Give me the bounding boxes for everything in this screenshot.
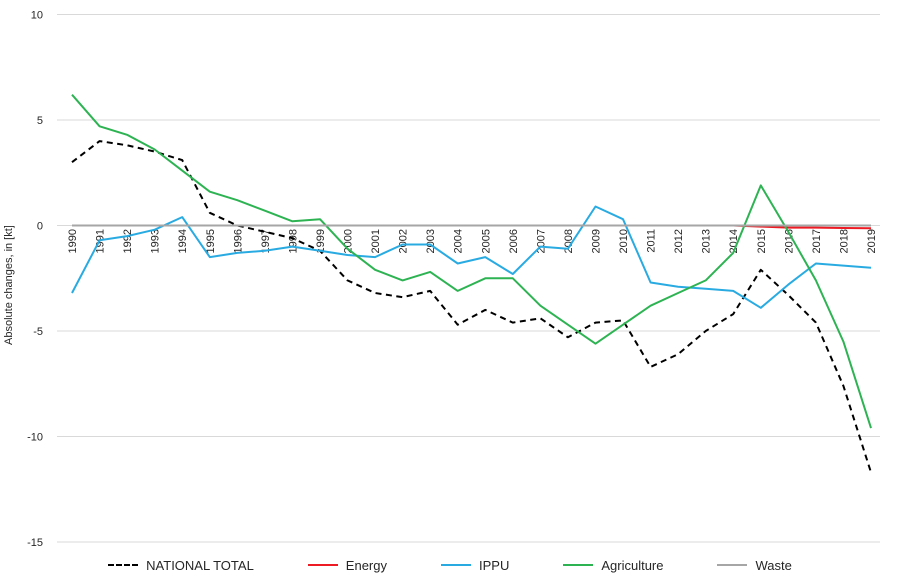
y-tick-label-10: 10: [31, 10, 43, 22]
x-tick-label-1995: 1995: [205, 229, 217, 253]
x-tick-label-2014: 2014: [728, 229, 740, 253]
x-tick-label-1992: 1992: [122, 229, 134, 253]
x-tick-label-2017: 2017: [811, 229, 823, 253]
x-tick-label-2005: 2005: [480, 229, 492, 253]
series-line-ippu: [71, 205, 872, 309]
x-tick-label-2002: 2002: [398, 229, 410, 253]
y-tick-label--15: -15: [27, 537, 43, 549]
x-tick-label-1996: 1996: [232, 229, 244, 253]
legend-swatch-agriculture: [563, 564, 594, 566]
legend-item-agriculture: Agriculture: [563, 558, 663, 573]
legend-item-national-total: NATIONAL TOTAL: [108, 558, 254, 573]
x-tick-label-1997: 1997: [260, 229, 272, 253]
series-line-national-total: [71, 140, 872, 473]
x-tick-label-2015: 2015: [756, 229, 768, 253]
legend-swatch-national-total: [108, 564, 139, 566]
x-tick-label-2008: 2008: [563, 229, 575, 253]
legend-label-energy: Energy: [345, 557, 387, 573]
x-tick-label-2003: 2003: [425, 229, 437, 253]
x-tick-label-2013: 2013: [701, 229, 713, 253]
legend-item-ippu: IPPU: [441, 558, 509, 573]
legend-item-waste: Waste: [717, 557, 792, 573]
x-tick-label-1990: 1990: [67, 229, 79, 253]
x-tick-label-2001: 2001: [370, 229, 382, 253]
x-tick-label-2016: 2016: [783, 229, 795, 253]
x-tick-label-1999: 1999: [315, 229, 327, 253]
x-tick-label-2011: 2011: [646, 229, 658, 253]
x-tick-label-2009: 2009: [590, 229, 602, 253]
legend-label-agriculture: Agriculture: [601, 557, 664, 573]
x-tick-label-2010: 2010: [618, 229, 630, 253]
x-tick-label-1991: 1991: [95, 229, 107, 253]
y-tick-label--10: -10: [27, 432, 43, 444]
x-tick-label-2004: 2004: [453, 229, 465, 253]
y-tick-label-5: 5: [37, 115, 43, 127]
x-tick-label-2006: 2006: [508, 229, 520, 253]
legend-label-ippu: IPPU: [479, 557, 510, 573]
y-axis-title: Absolute changes, in [kt]: [3, 225, 15, 345]
x-tick-label-2019: 2019: [866, 229, 878, 253]
x-tick-label-1994: 1994: [177, 229, 189, 253]
y-tick-label-0: 0: [37, 221, 43, 233]
legend: NATIONAL TOTAL Energy IPPU Agriculture Waste: [0, 552, 900, 578]
legend-label-national-total: NATIONAL TOTAL: [146, 557, 254, 573]
x-tick-label-1998: 1998: [287, 229, 299, 253]
y-tick-label--5: -5: [33, 326, 43, 338]
legend-swatch-energy: [307, 564, 338, 566]
x-tick-label-2018: 2018: [838, 229, 850, 253]
series-line-agriculture: [71, 94, 872, 429]
legend-label-waste: Waste: [755, 557, 792, 573]
x-tick-label-2012: 2012: [673, 229, 685, 253]
legend-item-energy: Energy: [307, 557, 387, 573]
legend-swatch-waste: [717, 564, 748, 566]
legend-swatch-ippu: [441, 564, 471, 566]
x-tick-label-1993: 1993: [150, 229, 162, 253]
